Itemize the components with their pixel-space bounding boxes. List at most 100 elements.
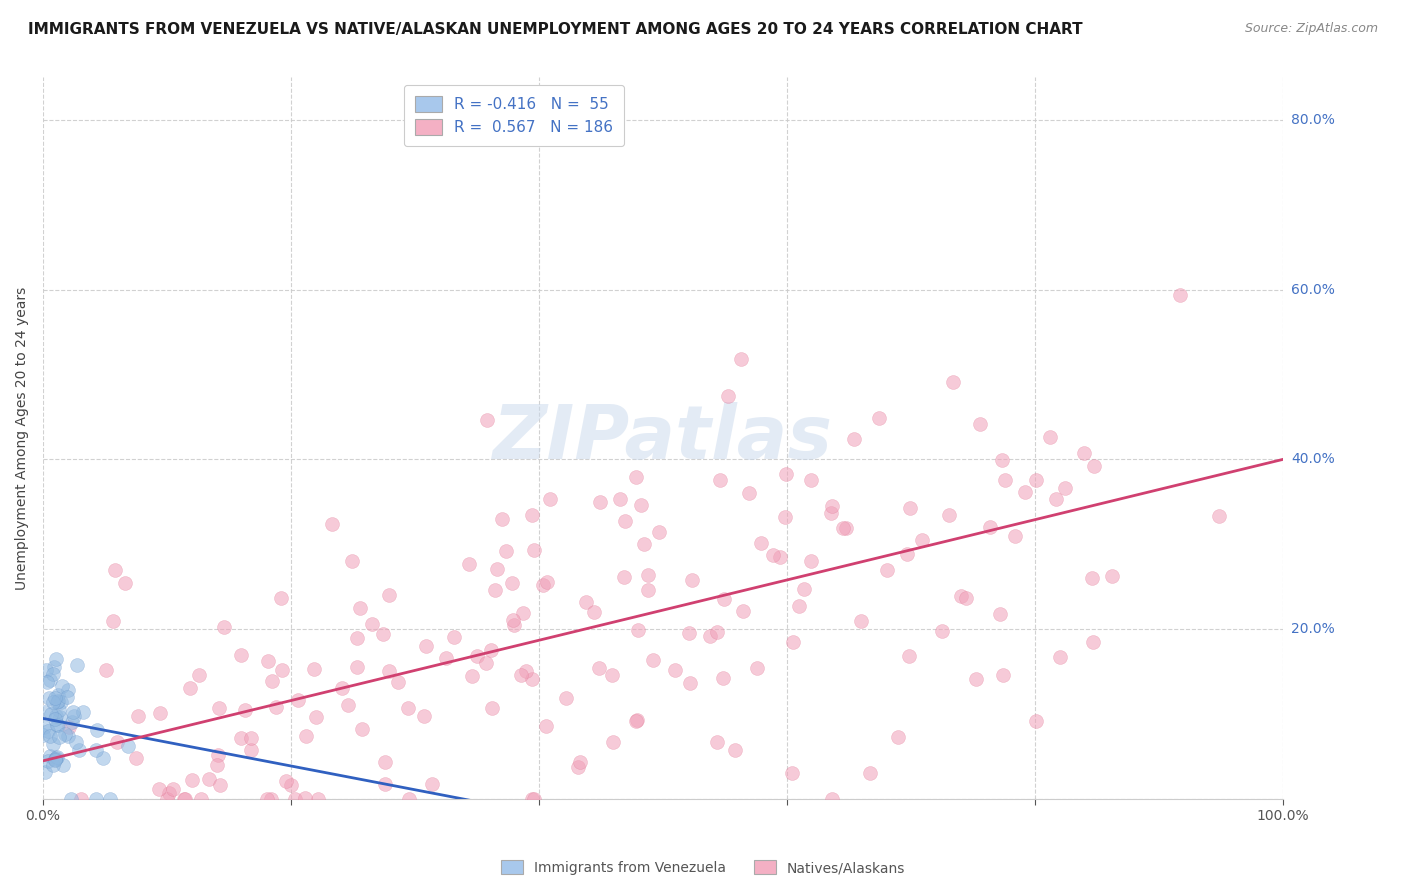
Point: [42, 737, 65, 751]
Point: [84, 743, 107, 757]
Point: [264, 699, 287, 714]
Text: 80.0%: 80.0%: [1291, 113, 1334, 127]
Point: [486, 562, 509, 576]
Point: [955, 591, 977, 605]
Point: [897, 649, 920, 664]
Point: [520, 792, 543, 806]
Point: [37, 675, 59, 690]
Point: [706, 735, 728, 749]
Point: [886, 730, 908, 744]
Point: [48, 730, 70, 744]
Point: [42, 659, 65, 673]
Point: [373, 626, 395, 640]
Point: [434, 650, 457, 665]
Point: [536, 574, 558, 589]
Point: [415, 639, 437, 653]
Point: [979, 520, 1001, 534]
Point: [769, 549, 792, 564]
Point: [782, 635, 804, 649]
Point: [148, 781, 170, 796]
Point: [501, 576, 523, 591]
Point: [125, 750, 148, 764]
Point: [749, 536, 772, 550]
Point: [65, 735, 87, 749]
Point: [443, 630, 465, 644]
Point: [1004, 529, 1026, 543]
Point: [44, 691, 66, 706]
Point: [612, 570, 634, 584]
Point: [208, 701, 231, 715]
Point: [731, 605, 754, 619]
Point: [664, 663, 686, 677]
Point: [302, 662, 325, 676]
Point: [523, 792, 546, 806]
Point: [730, 351, 752, 366]
Point: [58, 729, 80, 743]
Point: [898, 500, 921, 515]
Point: [842, 433, 865, 447]
Point: [800, 554, 823, 568]
Point: [240, 743, 263, 757]
Point: [349, 600, 371, 615]
Point: [678, 625, 700, 640]
Point: [162, 782, 184, 797]
Point: [91, 750, 114, 764]
Point: [773, 510, 796, 524]
Point: [374, 777, 396, 791]
Point: [63, 709, 86, 723]
Point: [780, 766, 803, 780]
Point: [39, 706, 62, 721]
Point: [531, 578, 554, 592]
Point: [336, 698, 359, 712]
Point: [229, 731, 252, 745]
Point: [157, 786, 180, 800]
Point: [104, 563, 127, 577]
Point: [990, 453, 1012, 467]
Point: [713, 592, 735, 607]
Point: [46, 694, 69, 708]
Point: [789, 599, 811, 614]
Point: [271, 663, 294, 677]
Point: [62, 705, 84, 719]
Point: [679, 676, 702, 690]
Point: [346, 660, 368, 674]
Point: [502, 614, 524, 628]
Point: [340, 553, 363, 567]
Point: [475, 413, 498, 427]
Point: [45, 708, 67, 723]
Point: [520, 673, 543, 687]
Point: [42, 695, 65, 709]
Point: [821, 792, 844, 806]
Point: [491, 512, 513, 526]
Point: [270, 591, 292, 605]
Point: [724, 743, 747, 757]
Point: [626, 713, 648, 727]
Point: [58, 720, 80, 734]
Point: [512, 606, 534, 620]
Point: [307, 792, 329, 806]
Point: [374, 755, 396, 769]
Point: [988, 607, 1011, 621]
Point: [745, 660, 768, 674]
Point: [1083, 635, 1105, 649]
Point: [260, 792, 283, 806]
Point: [39, 749, 62, 764]
Point: [257, 654, 280, 668]
Point: [330, 681, 353, 695]
Point: [398, 792, 420, 806]
Point: [190, 792, 212, 806]
Point: [567, 760, 589, 774]
Point: [46, 694, 69, 708]
Point: [39, 729, 62, 743]
Point: [44, 752, 66, 766]
Point: [262, 674, 284, 689]
Point: [1045, 492, 1067, 507]
Point: [942, 375, 965, 389]
Point: [588, 661, 610, 675]
Point: [523, 542, 546, 557]
Point: [609, 491, 631, 506]
Point: [198, 772, 221, 787]
Point: [413, 708, 436, 723]
Point: [377, 664, 399, 678]
Point: [34, 765, 56, 780]
